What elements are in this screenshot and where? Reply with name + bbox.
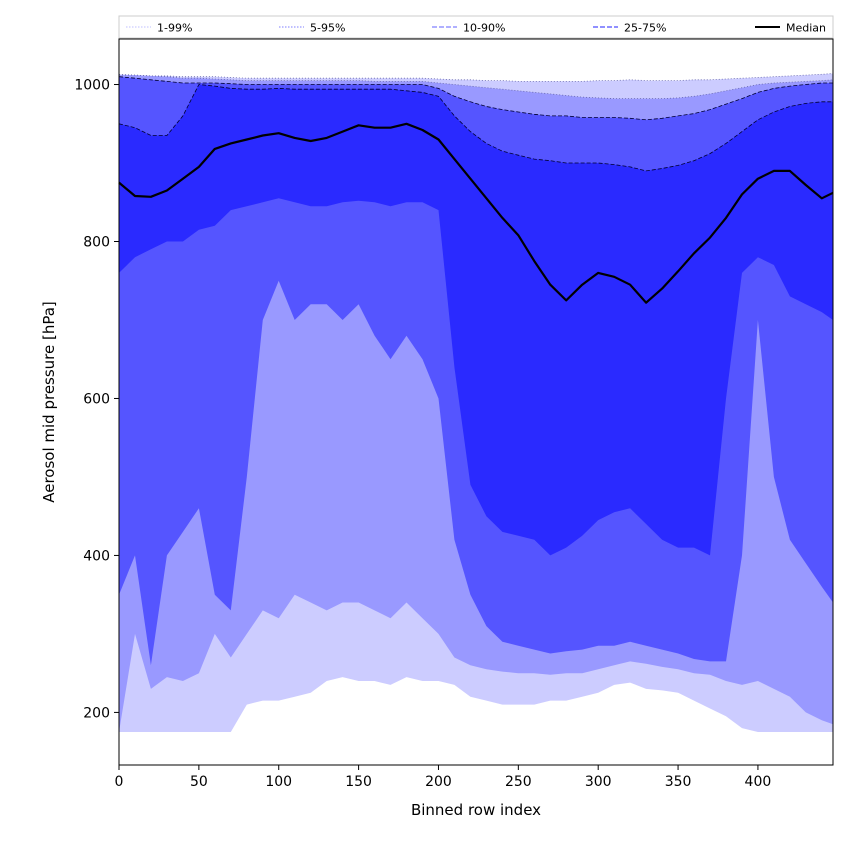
x-tick-label: 50 xyxy=(190,774,208,790)
y-tick-label: 800 xyxy=(83,234,110,250)
y-axis: 200 400 600 800 1000 xyxy=(74,78,119,721)
x-tick-label: 150 xyxy=(345,774,372,790)
band-upper-edge-25-75% xyxy=(118,84,833,172)
x-tick-label: 350 xyxy=(665,774,692,790)
percentile-bands xyxy=(118,73,834,733)
y-axis-label: Aerosol mid pressure [hPa] xyxy=(40,301,58,503)
x-axis-label: Binned row index xyxy=(411,801,541,819)
legend: 1-99% 5-95% 10-90% 25-75% Median xyxy=(118,15,834,39)
legend-label: 5-95% xyxy=(310,22,345,35)
y-tick-label: 200 xyxy=(83,705,110,721)
legend-label: 10-90% xyxy=(463,22,505,35)
y-tick-label: 1000 xyxy=(74,78,110,94)
y-tick-label: 400 xyxy=(83,548,110,564)
plot-frame xyxy=(118,38,834,766)
x-axis: 0 50 100 150 200 250 300 350 400 xyxy=(115,765,772,790)
band-upper-edge-5-95% xyxy=(119,74,834,99)
x-tick-label: 400 xyxy=(745,774,772,790)
legend-label: 25-75% xyxy=(624,22,666,35)
y-tick-label: 600 xyxy=(83,391,110,407)
median-group xyxy=(118,122,834,304)
x-tick-label: 200 xyxy=(425,774,452,790)
x-tick-label: 0 xyxy=(115,774,124,790)
band-25-75% xyxy=(119,84,833,556)
legend-box xyxy=(118,15,834,39)
legend-label: Median xyxy=(786,22,826,35)
x-tick-label: 300 xyxy=(585,774,612,790)
x-tick-label: 100 xyxy=(265,774,292,790)
legend-label: 1-99% xyxy=(157,22,192,35)
x-tick-label: 250 xyxy=(505,774,532,790)
median-line xyxy=(118,122,834,304)
band-upper-edge-10-90% xyxy=(118,76,833,121)
